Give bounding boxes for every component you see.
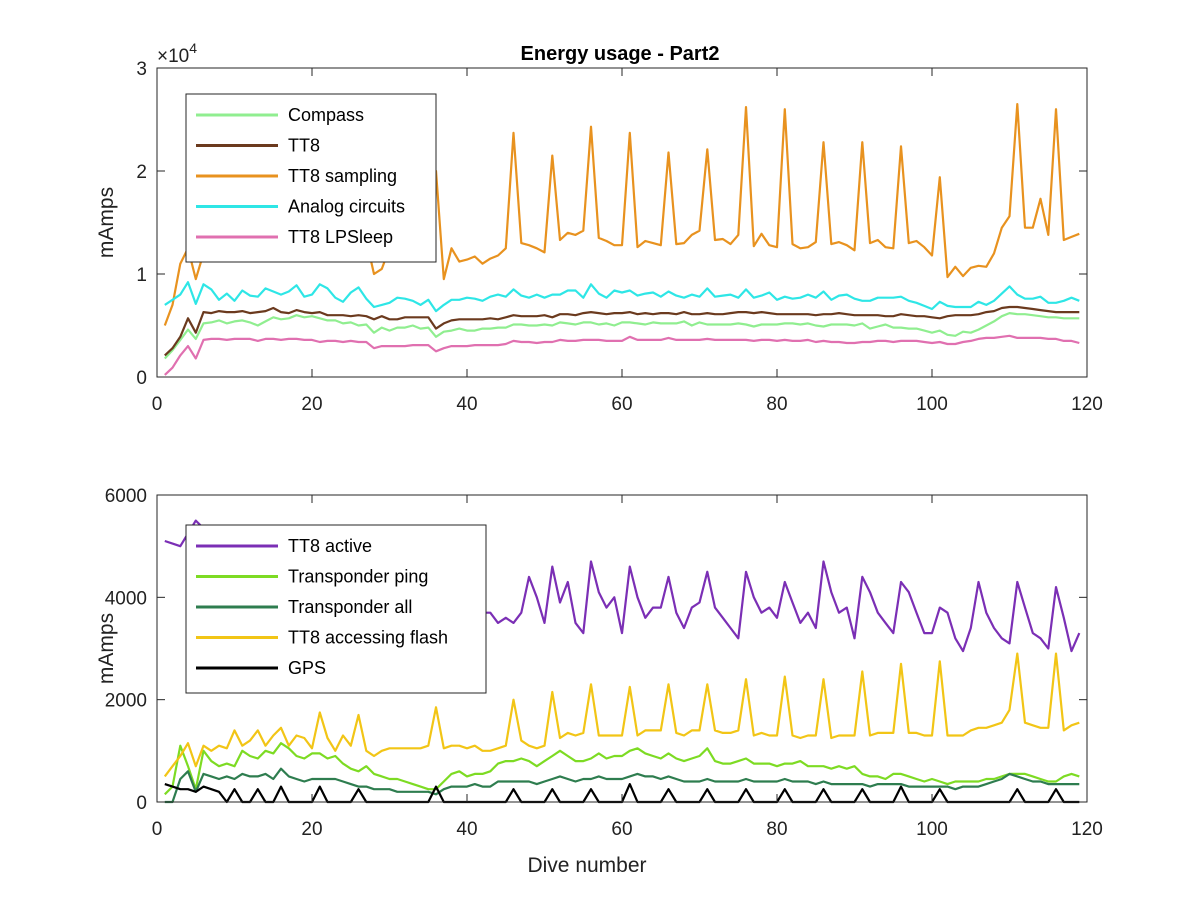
y-axis-label: mAmps xyxy=(95,187,118,258)
series-line-transponder-ping xyxy=(164,742,1080,796)
y-tick-label: 2000 xyxy=(105,691,147,712)
series-line-tt8-accessing-flash xyxy=(163,652,1080,778)
series-line-tt8 xyxy=(164,305,1080,357)
legend-label-tt8-lpsleep: TT8 LPSleep xyxy=(288,227,393,247)
legend-label-tt8-sampling: TT8 sampling xyxy=(288,166,397,186)
y-exponent-label: ×104 xyxy=(157,40,197,67)
series-line-transponder-all xyxy=(164,767,1080,804)
legend-box xyxy=(185,93,437,263)
top-chart-panel: 0 20 40 60 80 100 120 0 1 2 3 ×104 mAmps Compass TT8 TT… xyxy=(95,40,1103,415)
legend-label-compass: Compass xyxy=(288,105,364,125)
x-axis-label: Dive number xyxy=(527,854,646,877)
x-tick-label: 100 xyxy=(916,394,948,415)
legend-label-tt8-active: TT8 active xyxy=(288,536,372,556)
y-tick-label: 6000 xyxy=(105,486,147,507)
legend-label-tt8-accessing-flash: TT8 accessing flash xyxy=(288,628,448,648)
legend-label-transponder-ping: Transponder ping xyxy=(288,567,428,587)
y-tick-label: 2 xyxy=(136,162,147,183)
legend-label-analog-circuits: Analog circuits xyxy=(288,197,405,217)
chart-title: Energy usage - Part2 xyxy=(521,43,720,65)
legend-label-transponder-all: Transponder all xyxy=(288,597,412,617)
y-tick-label: 1 xyxy=(136,265,147,286)
x-tick-label: 60 xyxy=(611,394,632,415)
y-tick-label: 4000 xyxy=(105,588,147,609)
series-line-compass xyxy=(163,312,1080,360)
legend-label-gps: GPS xyxy=(288,658,326,678)
x-tick-label: 40 xyxy=(456,819,477,840)
y-tick-label: 0 xyxy=(136,793,147,814)
x-tick-label: 120 xyxy=(1071,394,1103,415)
legend-box xyxy=(185,524,487,694)
x-tick-label: 80 xyxy=(766,819,787,840)
x-tick-label: 60 xyxy=(611,819,632,840)
x-tick-label: 20 xyxy=(301,819,322,840)
x-tick-label: 40 xyxy=(456,394,477,415)
y-axis-label: mAmps xyxy=(95,613,118,684)
y-tick-label: 0 xyxy=(136,368,147,389)
x-tick-label: 120 xyxy=(1071,819,1103,840)
series-line-analog-circuits xyxy=(164,281,1080,313)
legend: TT8 active Transponder ping Transponder al… xyxy=(185,524,487,694)
legend-label-tt8: TT8 xyxy=(288,136,320,156)
x-tick-label: 100 xyxy=(916,819,948,840)
x-tick-label: 0 xyxy=(152,819,163,840)
x-tick-label: 20 xyxy=(301,394,322,415)
bottom-chart-panel: 0 20 40 60 80 100 120 0 2000 4000 6000 mAmps Dive nu… xyxy=(95,486,1103,877)
legend: Compass TT8 TT8 sampling Analog circuits TT8… xyxy=(185,93,437,263)
x-tick-label: 0 xyxy=(152,394,163,415)
x-tick-label: 80 xyxy=(766,394,787,415)
series-line-tt8-lpsleep xyxy=(164,334,1080,376)
y-tick-label: 3 xyxy=(136,59,147,80)
